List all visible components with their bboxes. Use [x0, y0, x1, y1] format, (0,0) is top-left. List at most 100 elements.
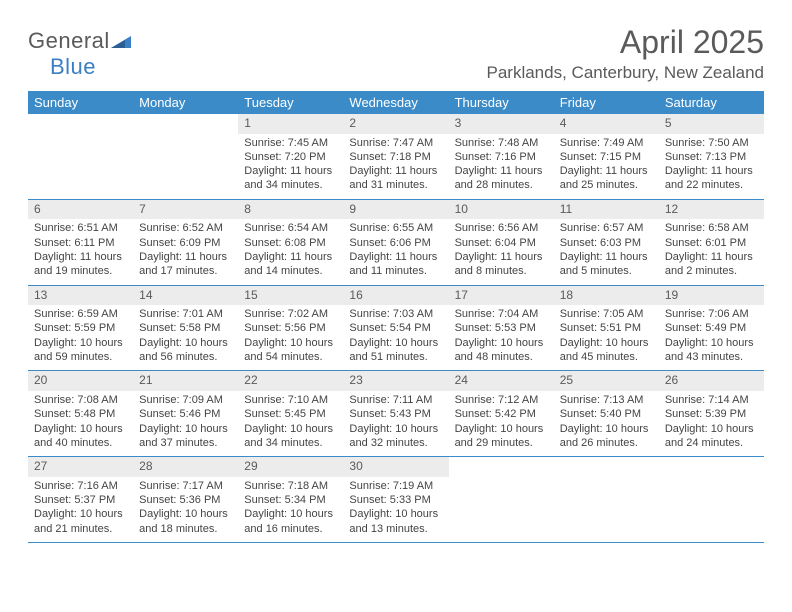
- day-line-sr: Sunrise: 7:01 AM: [139, 307, 232, 321]
- day-number: 28: [133, 457, 238, 477]
- day-cell: 21Sunrise: 7:09 AMSunset: 5:46 PMDayligh…: [133, 371, 238, 456]
- day-line-ss: Sunset: 5:37 PM: [34, 493, 127, 507]
- day-line-dl1: Daylight: 10 hours: [560, 336, 653, 350]
- day-line-ss: Sunset: 6:09 PM: [139, 236, 232, 250]
- day-content: Sunrise: 7:12 AMSunset: 5:42 PMDaylight:…: [449, 391, 554, 456]
- day-line-ss: Sunset: 5:49 PM: [665, 321, 758, 335]
- title-block: April 2025 Parklands, Canterbury, New Ze…: [487, 24, 765, 83]
- day-content: Sunrise: 7:11 AMSunset: 5:43 PMDaylight:…: [343, 391, 448, 456]
- weekday-header-cell: Monday: [133, 91, 238, 114]
- day-content: Sunrise: 6:57 AMSunset: 6:03 PMDaylight:…: [554, 219, 659, 284]
- day-cell: 24Sunrise: 7:12 AMSunset: 5:42 PMDayligh…: [449, 371, 554, 456]
- brand-triangle-icon: [111, 28, 131, 54]
- day-line-dl2: and 21 minutes.: [34, 522, 127, 536]
- day-cell: 16Sunrise: 7:03 AMSunset: 5:54 PMDayligh…: [343, 286, 448, 371]
- day-line-ss: Sunset: 5:43 PM: [349, 407, 442, 421]
- calendar-grid: SundayMondayTuesdayWednesdayThursdayFrid…: [28, 91, 764, 543]
- month-title: April 2025: [487, 24, 765, 61]
- day-cell: 25Sunrise: 7:13 AMSunset: 5:40 PMDayligh…: [554, 371, 659, 456]
- day-cell: 2Sunrise: 7:47 AMSunset: 7:18 PMDaylight…: [343, 114, 448, 199]
- day-line-dl2: and 43 minutes.: [665, 350, 758, 364]
- day-line-ss: Sunset: 5:56 PM: [244, 321, 337, 335]
- day-content: Sunrise: 7:13 AMSunset: 5:40 PMDaylight:…: [554, 391, 659, 456]
- day-cell: 29Sunrise: 7:18 AMSunset: 5:34 PMDayligh…: [238, 457, 343, 542]
- day-line-dl2: and 48 minutes.: [455, 350, 548, 364]
- day-number: 13: [28, 286, 133, 306]
- day-line-sr: Sunrise: 7:45 AM: [244, 136, 337, 150]
- day-line-sr: Sunrise: 7:17 AM: [139, 479, 232, 493]
- day-line-sr: Sunrise: 7:19 AM: [349, 479, 442, 493]
- day-line-dl2: and 14 minutes.: [244, 264, 337, 278]
- day-content: Sunrise: 7:02 AMSunset: 5:56 PMDaylight:…: [238, 305, 343, 370]
- day-number: 9: [343, 200, 448, 220]
- day-content: Sunrise: 7:50 AMSunset: 7:13 PMDaylight:…: [659, 134, 764, 199]
- day-line-sr: Sunrise: 6:55 AM: [349, 221, 442, 235]
- day-content: Sunrise: 7:04 AMSunset: 5:53 PMDaylight:…: [449, 305, 554, 370]
- day-number: 11: [554, 200, 659, 220]
- brand-text: GeneralBlue: [28, 28, 132, 80]
- brand-logo: GeneralBlue: [28, 28, 132, 80]
- day-content: Sunrise: 6:52 AMSunset: 6:09 PMDaylight:…: [133, 219, 238, 284]
- day-line-dl2: and 56 minutes.: [139, 350, 232, 364]
- day-line-sr: Sunrise: 7:04 AM: [455, 307, 548, 321]
- day-cell: 14Sunrise: 7:01 AMSunset: 5:58 PMDayligh…: [133, 286, 238, 371]
- day-content: Sunrise: 7:14 AMSunset: 5:39 PMDaylight:…: [659, 391, 764, 456]
- day-line-dl2: and 54 minutes.: [244, 350, 337, 364]
- day-line-dl2: and 17 minutes.: [139, 264, 232, 278]
- day-line-sr: Sunrise: 6:58 AM: [665, 221, 758, 235]
- day-line-dl1: Daylight: 11 hours: [455, 164, 548, 178]
- day-number: 3: [449, 114, 554, 134]
- day-line-sr: Sunrise: 6:52 AM: [139, 221, 232, 235]
- day-line-ss: Sunset: 5:40 PM: [560, 407, 653, 421]
- day-line-dl1: Daylight: 10 hours: [349, 422, 442, 436]
- day-cell: 19Sunrise: 7:06 AMSunset: 5:49 PMDayligh…: [659, 286, 764, 371]
- day-line-ss: Sunset: 6:06 PM: [349, 236, 442, 250]
- weekday-header-row: SundayMondayTuesdayWednesdayThursdayFrid…: [28, 91, 764, 114]
- day-line-ss: Sunset: 7:20 PM: [244, 150, 337, 164]
- day-line-sr: Sunrise: 7:14 AM: [665, 393, 758, 407]
- day-content: Sunrise: 7:03 AMSunset: 5:54 PMDaylight:…: [343, 305, 448, 370]
- day-content: Sunrise: 6:56 AMSunset: 6:04 PMDaylight:…: [449, 219, 554, 284]
- day-line-dl1: Daylight: 11 hours: [560, 250, 653, 264]
- day-number: 19: [659, 286, 764, 306]
- day-line-sr: Sunrise: 7:18 AM: [244, 479, 337, 493]
- day-line-dl1: Daylight: 11 hours: [455, 250, 548, 264]
- day-line-dl1: Daylight: 11 hours: [244, 250, 337, 264]
- day-line-dl2: and 45 minutes.: [560, 350, 653, 364]
- day-number: 17: [449, 286, 554, 306]
- day-line-dl1: Daylight: 10 hours: [455, 422, 548, 436]
- day-line-dl2: and 34 minutes.: [244, 178, 337, 192]
- day-line-dl2: and 32 minutes.: [349, 436, 442, 450]
- week-row: 6Sunrise: 6:51 AMSunset: 6:11 PMDaylight…: [28, 200, 764, 286]
- day-cell: 22Sunrise: 7:10 AMSunset: 5:45 PMDayligh…: [238, 371, 343, 456]
- day-number: 23: [343, 371, 448, 391]
- day-cell: 20Sunrise: 7:08 AMSunset: 5:48 PMDayligh…: [28, 371, 133, 456]
- day-line-dl2: and 5 minutes.: [560, 264, 653, 278]
- week-row: 1Sunrise: 7:45 AMSunset: 7:20 PMDaylight…: [28, 114, 764, 200]
- day-content: Sunrise: 7:08 AMSunset: 5:48 PMDaylight:…: [28, 391, 133, 456]
- day-content: Sunrise: 7:05 AMSunset: 5:51 PMDaylight:…: [554, 305, 659, 370]
- day-cell: [28, 114, 133, 199]
- day-line-dl1: Daylight: 10 hours: [244, 336, 337, 350]
- day-line-dl2: and 51 minutes.: [349, 350, 442, 364]
- day-line-dl2: and 19 minutes.: [34, 264, 127, 278]
- day-line-sr: Sunrise: 6:56 AM: [455, 221, 548, 235]
- day-number: 4: [554, 114, 659, 134]
- day-line-dl1: Daylight: 11 hours: [244, 164, 337, 178]
- day-line-ss: Sunset: 5:39 PM: [665, 407, 758, 421]
- day-line-dl1: Daylight: 10 hours: [244, 422, 337, 436]
- day-line-dl2: and 40 minutes.: [34, 436, 127, 450]
- day-number: 10: [449, 200, 554, 220]
- day-line-ss: Sunset: 5:34 PM: [244, 493, 337, 507]
- day-line-ss: Sunset: 5:58 PM: [139, 321, 232, 335]
- weeks-container: 1Sunrise: 7:45 AMSunset: 7:20 PMDaylight…: [28, 114, 764, 543]
- day-cell: 26Sunrise: 7:14 AMSunset: 5:39 PMDayligh…: [659, 371, 764, 456]
- day-cell: 6Sunrise: 6:51 AMSunset: 6:11 PMDaylight…: [28, 200, 133, 285]
- weekday-header-cell: Wednesday: [343, 91, 448, 114]
- day-line-sr: Sunrise: 7:13 AM: [560, 393, 653, 407]
- day-number: 12: [659, 200, 764, 220]
- day-content: Sunrise: 7:19 AMSunset: 5:33 PMDaylight:…: [343, 477, 448, 542]
- day-line-ss: Sunset: 6:08 PM: [244, 236, 337, 250]
- day-line-ss: Sunset: 7:18 PM: [349, 150, 442, 164]
- week-row: 13Sunrise: 6:59 AMSunset: 5:59 PMDayligh…: [28, 286, 764, 372]
